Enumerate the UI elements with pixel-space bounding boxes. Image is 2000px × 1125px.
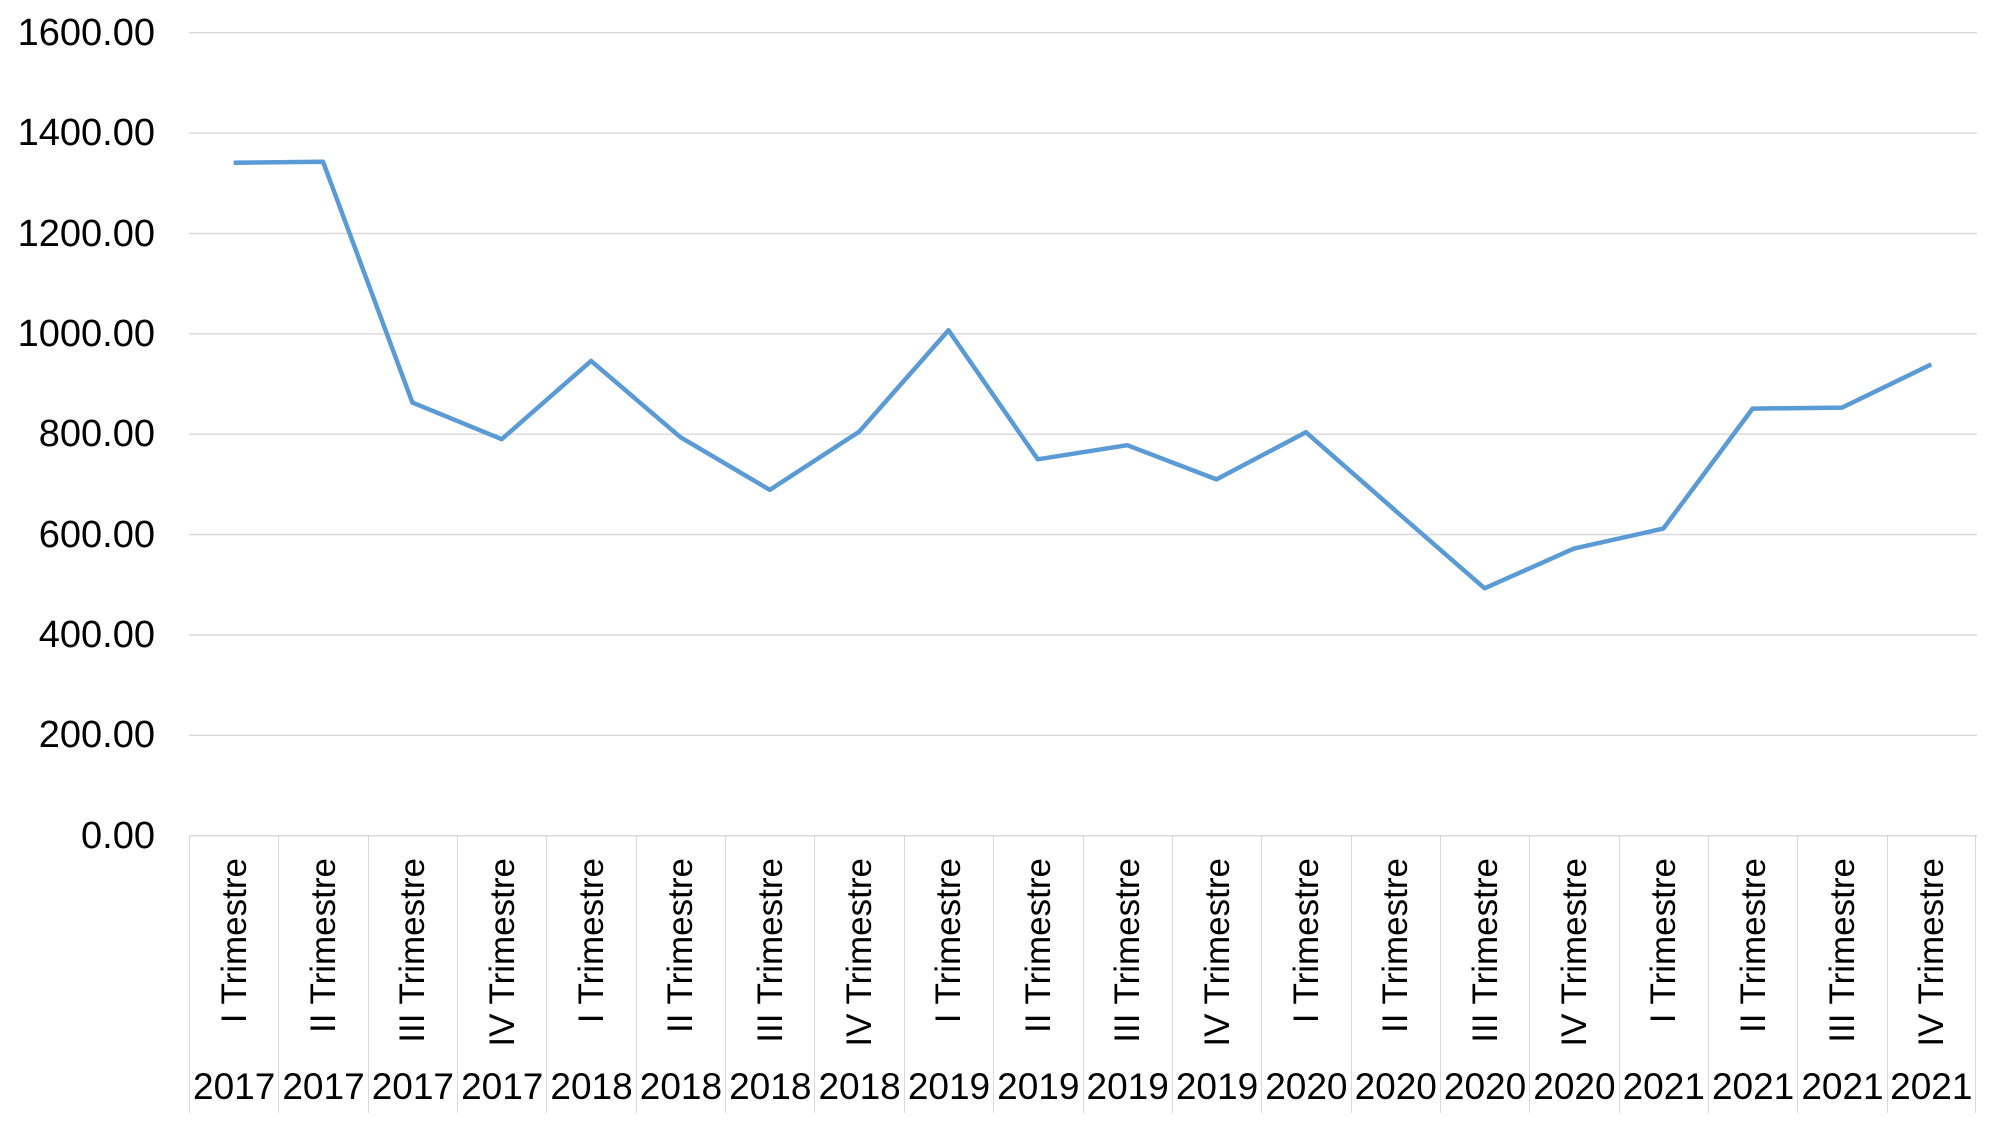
quarter-label: III Trimestre	[1108, 858, 1148, 1043]
quarter-label-wrap: II Trimestre	[279, 858, 367, 1033]
year-label: 2020	[1533, 1066, 1616, 1107]
year-label: 2020	[1443, 1066, 1527, 1107]
y-axis-tick-label: 400.00	[38, 614, 155, 656]
y-axis-tick-label: 200.00	[38, 714, 155, 757]
y-axis: 1600.00 1400.00 1200.00 1000.00 800.00 600.00…	[0, 0, 160, 1125]
quarter-label: II Trimestre	[1376, 858, 1416, 1034]
series-line	[233, 159, 1933, 591]
category-cell: I Trimestre 2018	[546, 836, 635, 1113]
quarter-label: IV Trimestre	[1554, 858, 1594, 1047]
quarter-label-wrap: IV Trimestre	[815, 858, 903, 1047]
category-cell: IV Trimestre 2019	[1171, 836, 1261, 1113]
quarter-label: IV Trimestre	[1197, 858, 1237, 1047]
quarter-label: II Trimestre	[1733, 858, 1773, 1034]
quarter-label-wrap: II Trimestre	[994, 858, 1082, 1033]
year-label: 2018	[639, 1066, 723, 1107]
category-cell: II Trimestre 2020	[1350, 836, 1440, 1113]
year-label: 2020	[1265, 1066, 1348, 1107]
year-label: 2021	[1801, 1066, 1884, 1107]
year-label: 2021	[1711, 1066, 1795, 1107]
category-cell: IV Trimestre 2017	[457, 836, 546, 1113]
quarter-label-wrap: II Trimestre	[1352, 858, 1440, 1033]
quarter-label-wrap: I Trimestre	[1620, 858, 1708, 1023]
category-cell: IV Trimestre 2018	[814, 836, 903, 1113]
quarter-label-wrap: I Trimestre	[905, 858, 993, 1023]
year-label: 2021	[1890, 1066, 1973, 1107]
category-cell: IV Trimestre 2020	[1529, 836, 1618, 1113]
year-label: 2019	[1086, 1066, 1169, 1107]
year-label: 2017	[193, 1066, 276, 1107]
quarter-label: IV Trimestre	[482, 858, 522, 1047]
quarter-label-wrap: IV Trimestre	[1173, 858, 1261, 1047]
quarter-label: I Trimestre	[572, 858, 612, 1024]
quarter-label: IV Trimestre	[1911, 858, 1951, 1047]
quarter-label-wrap: III Trimestre	[1798, 858, 1886, 1043]
quarter-label: IV Trimestre	[840, 858, 880, 1047]
category-cell: I Trimestre 2019	[903, 836, 993, 1113]
year-label: 2017	[371, 1066, 455, 1107]
quarter-label-wrap: IV Trimestre	[1888, 858, 1975, 1047]
quarter-label-wrap: III Trimestre	[369, 858, 457, 1043]
y-axis-tick-label: 1600.00	[17, 11, 155, 54]
quarter-label: I Trimestre	[929, 858, 969, 1024]
year-label: 2017	[282, 1066, 365, 1107]
x-axis-category-strip: I Trimestre 2017 II Trimestre 2017 III Trime…	[189, 836, 1977, 1113]
quarter-label-wrap: IV Trimestre	[458, 858, 546, 1047]
y-axis-tick-label: 600.00	[38, 513, 155, 556]
quarter-label-wrap: I Trimestre	[190, 858, 278, 1023]
quarter-label-wrap: I Trimestre	[1262, 858, 1350, 1023]
y-axis-tick-label: 1200.00	[17, 212, 155, 255]
category-cell: II Trimestre 2021	[1707, 836, 1797, 1113]
category-cell: III Trimestre 2017	[367, 836, 457, 1113]
quarter-label-wrap: II Trimestre	[1709, 858, 1797, 1033]
quarter-label: III Trimestre	[1822, 858, 1862, 1043]
year-label: 2019	[907, 1066, 991, 1107]
quarter-label-wrap: III Trimestre	[1441, 858, 1529, 1043]
quarter-label-wrap: IV Trimestre	[1530, 858, 1618, 1047]
category-cell: I Trimestre 2020	[1261, 836, 1350, 1113]
quarter-label-wrap: I Trimestre	[547, 858, 635, 1023]
category-cell: II Trimestre 2017	[278, 836, 367, 1113]
year-label: 2018	[550, 1066, 633, 1107]
quarter-label: II Trimestre	[1018, 858, 1058, 1034]
quarter-label-wrap: III Trimestre	[1084, 858, 1172, 1043]
year-label: 2018	[729, 1066, 812, 1107]
year-label: 2021	[1622, 1066, 1705, 1107]
year-label: 2020	[1354, 1066, 1437, 1107]
quarter-label: I Trimestre	[214, 858, 254, 1024]
year-label: 2018	[818, 1066, 901, 1107]
category-cell: III Trimestre 2019	[1082, 836, 1172, 1113]
quarter-label: III Trimestre	[1465, 858, 1505, 1043]
quarter-label-wrap: III Trimestre	[726, 858, 814, 1043]
year-label: 2019	[1175, 1066, 1259, 1107]
quarter-label: III Trimestre	[750, 858, 790, 1043]
quarter-label: II Trimestre	[661, 858, 701, 1034]
category-cell: IV Trimestre 2021	[1886, 836, 1976, 1113]
quarter-label-wrap: II Trimestre	[637, 858, 725, 1033]
category-cell: III Trimestre 2018	[725, 836, 814, 1113]
y-axis-tick-label: 0.00	[81, 814, 155, 857]
y-axis-tick-label: 1400.00	[17, 112, 155, 155]
quarter-label: I Trimestre	[1286, 858, 1326, 1024]
y-axis-tick-label: 1000.00	[17, 312, 155, 355]
quarter-label: I Trimestre	[1644, 858, 1684, 1024]
y-axis-tick-label: 800.00	[38, 413, 155, 456]
category-cell: III Trimestre 2021	[1797, 836, 1886, 1113]
category-cell: I Trimestre 2021	[1618, 836, 1708, 1113]
year-label: 2019	[997, 1066, 1080, 1107]
category-cell: II Trimestre 2019	[993, 836, 1082, 1113]
year-label: 2017	[461, 1066, 544, 1107]
category-cell: I Trimestre 2017	[189, 836, 278, 1113]
quarter-label: III Trimestre	[393, 858, 433, 1043]
category-cell: II Trimestre 2018	[635, 836, 725, 1113]
category-cell: III Trimestre 2020	[1439, 836, 1529, 1113]
quarter-label: II Trimestre	[304, 858, 344, 1034]
